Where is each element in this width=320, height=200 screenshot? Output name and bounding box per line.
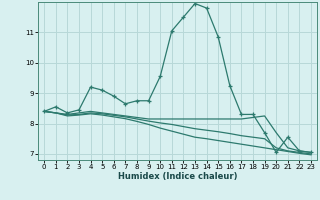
X-axis label: Humidex (Indice chaleur): Humidex (Indice chaleur) bbox=[118, 172, 237, 181]
